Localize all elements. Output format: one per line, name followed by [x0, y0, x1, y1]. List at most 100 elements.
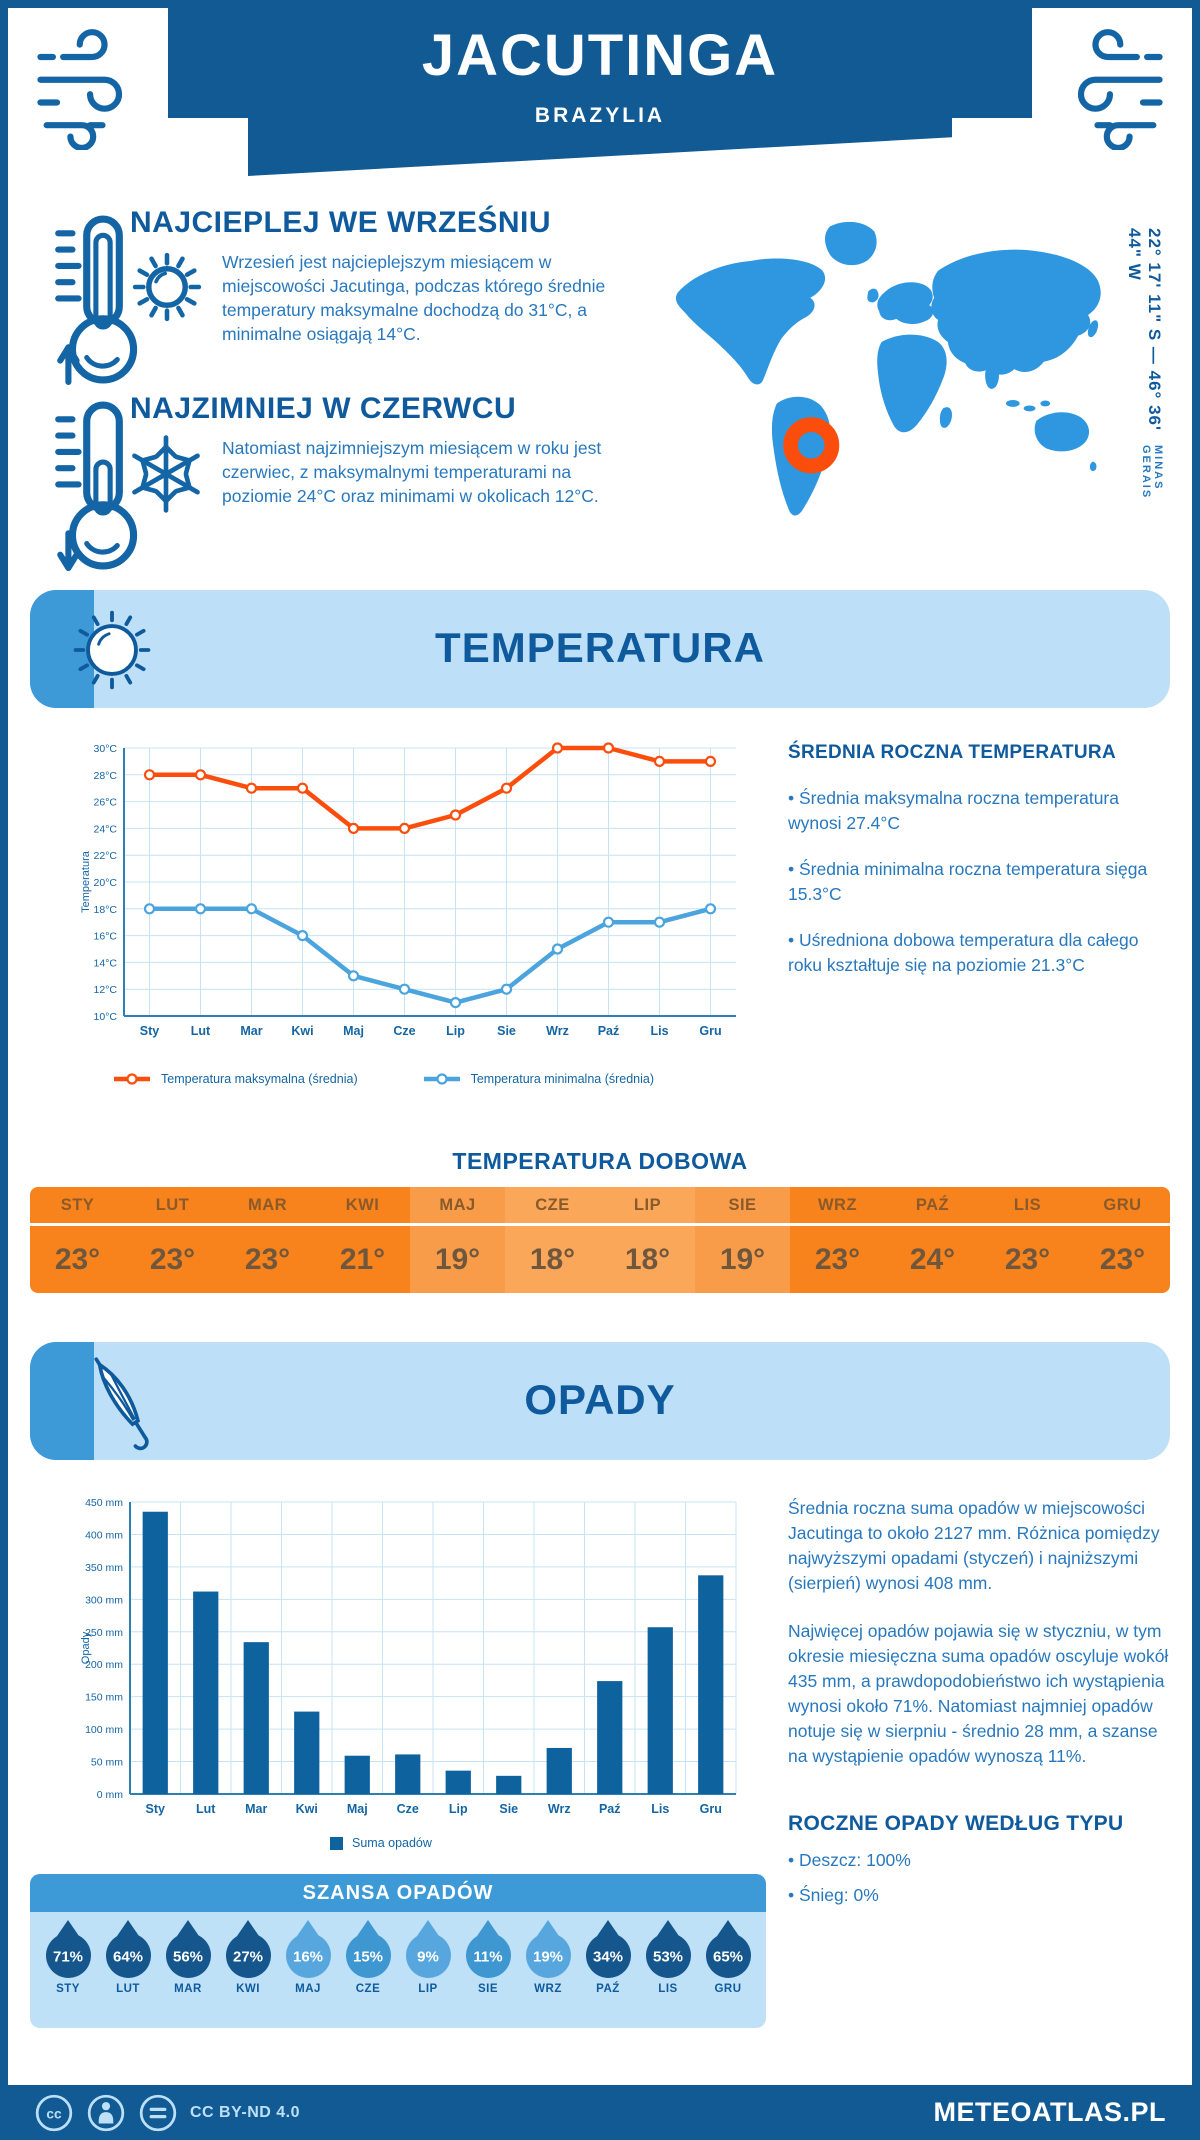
drop-column: 34% PAŹ: [578, 1916, 638, 1995]
rain-chance-month: PAŹ: [596, 1983, 620, 1995]
table-column: WRZ 23°: [790, 1187, 885, 1293]
svg-text:cc: cc: [46, 2106, 62, 2121]
data-point: [398, 983, 411, 995]
y-tick-label: 24°C: [94, 823, 118, 835]
data-point: [245, 782, 258, 794]
daily-temperature-table: STY 23° LUT 23° MAR 23° KWI 21° MAJ 19° CZE 18° LIP 1…: [30, 1187, 1170, 1293]
table-month-header: MAR: [220, 1187, 315, 1226]
data-point: [602, 742, 615, 754]
table-month-header: STY: [30, 1187, 125, 1226]
data-bar: [395, 1754, 421, 1794]
table-temperature-value: 23°: [1004, 1242, 1051, 1276]
table-temperature-value: 23°: [814, 1242, 861, 1276]
brand-logo: METEOATLAS.PL: [933, 2097, 1166, 2127]
y-tick-label: 250 mm: [85, 1627, 123, 1639]
y-tick-label: 28°C: [94, 770, 118, 782]
drop-column: 64% LUT: [98, 1916, 158, 1995]
rain-chance-value: 64%: [112, 1948, 144, 1966]
world-map: [675, 221, 1101, 516]
legend-label: Temperatura minimalna (średnia): [470, 1072, 655, 1086]
temperature-bullet-list: • Średnia maksymalna roczna temperatura …: [788, 786, 1170, 977]
x-tick-label: Gru: [700, 1802, 722, 1816]
data-point: [245, 903, 258, 915]
precipitation-paragraph: Średnia roczna suma opadów w miejscowośc…: [788, 1498, 1160, 1593]
table-column: SIE 19°: [695, 1187, 790, 1293]
table-month-header: LIS: [980, 1187, 1075, 1226]
temperature-summary-heading: ŚREDNIA ROCZNA TEMPERATURA: [788, 742, 1116, 763]
table-temperature-value: 19°: [719, 1242, 766, 1276]
y-tick-label: 10°C: [94, 1011, 118, 1023]
precipitation-banner: OPADY: [30, 1342, 1170, 1460]
table-column: GRU 23°: [1075, 1187, 1170, 1293]
precipitation-type-bullet: • Deszcz: 100%: [788, 1850, 911, 1871]
max-line-swatch: [114, 1073, 150, 1085]
x-tick-label: Lis: [650, 1024, 668, 1038]
page-border-left: [0, 0, 8, 2140]
raindrop-icon: 27%: [225, 1933, 271, 1978]
y-tick-label: 50 mm: [91, 1757, 123, 1769]
rain-chance-box: SZANSA OPADÓW 71% STY 64% LUT 56% MAR 27% KWI 16…: [30, 1874, 766, 2028]
data-point: [602, 916, 615, 928]
rain-chance-month: STY: [56, 1983, 80, 1995]
x-tick-label: Sie: [497, 1024, 516, 1038]
data-line: [149, 745, 711, 831]
rain-chance-value: 56%: [172, 1948, 204, 1966]
data-bar: [698, 1575, 724, 1794]
data-point: [296, 782, 309, 794]
rain-chance-month: CZE: [355, 1983, 381, 1995]
drop-column: 19% WRZ: [518, 1916, 578, 1995]
table-column: MAR 23°: [220, 1187, 315, 1293]
y-tick-label: 300 mm: [85, 1594, 123, 1606]
data-point: [143, 903, 156, 915]
snowflake-icon: [132, 435, 200, 513]
data-point: [449, 997, 462, 1009]
data-point: [398, 822, 411, 835]
raindrop-icon: 34%: [585, 1933, 631, 1978]
y-tick-label: 30°C: [94, 743, 118, 755]
precipitation-title: OPADY: [524, 1376, 676, 1424]
y-tick-label: 450 mm: [85, 1497, 123, 1509]
wind-icon: [37, 29, 123, 150]
table-month-header: LUT: [125, 1187, 220, 1226]
y-tick-label: 16°C: [94, 931, 118, 943]
rain-chance-month: LIP: [418, 1983, 438, 1995]
temperature-summary: ŚREDNIA ROCZNA TEMPERATURA • Średnia mak…: [788, 742, 1170, 977]
raindrop-icon: 11%: [465, 1933, 511, 1978]
x-tick-label: Lip: [446, 1024, 465, 1038]
data-point: [704, 903, 717, 915]
y-tick-label: 22°C: [94, 850, 118, 862]
daily-temperature-heading: TEMPERATURA DOBOWA: [452, 1148, 748, 1174]
y-tick-label: 200 mm: [85, 1659, 123, 1671]
temperature-title: TEMPERATURA: [435, 624, 765, 672]
table-column: LIP 18°: [600, 1187, 695, 1293]
precipitation-type-bullet: • Śnieg: 0%: [788, 1885, 879, 1906]
thermometer-down-icon: [55, 401, 138, 572]
x-tick-label: Kwi: [291, 1024, 313, 1038]
precipitation-type-list: • Deszcz: 100% • Śnieg: 0%: [788, 1850, 1170, 1906]
table-month-header: SIE: [695, 1187, 790, 1226]
warmest-heading: NAJCIEPLEJ WE WRZEŚNIU: [130, 206, 552, 239]
y-tick-label: 0 mm: [97, 1789, 124, 1801]
rain-chance-month: LIS: [658, 1983, 678, 1995]
sun-icon: [132, 252, 202, 322]
data-bar: [294, 1711, 320, 1794]
rain-chance-month: WRZ: [534, 1983, 562, 1995]
location-coordinates: 22° 17' 11" S — 46° 36' 44" W MINAS GERA…: [1124, 228, 1164, 528]
warmest-text: Wrzesień jest najcieplejszym miesiącem w…: [222, 252, 606, 345]
thermometer-up-icon: [55, 215, 138, 386]
drop-column: 65% GRU: [698, 1916, 758, 1995]
y-tick-label: 100 mm: [85, 1724, 123, 1736]
data-line: [149, 906, 712, 1005]
y-tick-label: 350 mm: [85, 1562, 123, 1574]
no-derivatives-icon: [139, 2094, 177, 2131]
drop-column: 27% KWI: [218, 1916, 278, 1995]
y-tick-label: 14°C: [94, 957, 118, 969]
x-tick-label: Cze: [393, 1024, 415, 1038]
x-tick-label: Mar: [240, 1024, 262, 1038]
wind-icon: [1077, 29, 1163, 150]
y-tick-label: 400 mm: [85, 1529, 123, 1541]
raindrop-icon: 64%: [105, 1933, 151, 1978]
x-tick-label: Paź: [599, 1802, 621, 1816]
data-point: [500, 983, 513, 995]
table-temperature-value: 21°: [339, 1242, 386, 1276]
